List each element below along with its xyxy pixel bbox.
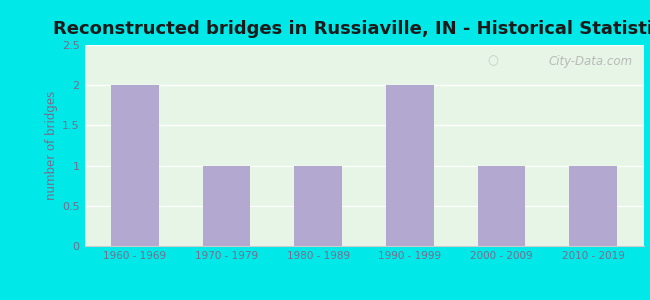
Bar	[569, 166, 617, 246]
Text: City-Data.com: City-Data.com	[548, 55, 632, 68]
Bar	[294, 166, 342, 246]
Bar	[386, 85, 434, 246]
Bar	[203, 166, 250, 246]
Bar	[478, 166, 525, 246]
Y-axis label: number of bridges: number of bridges	[45, 91, 58, 200]
Text: ○: ○	[487, 54, 498, 67]
Bar	[111, 85, 159, 246]
Title: Reconstructed bridges in Russiaville, IN - Historical Statistics: Reconstructed bridges in Russiaville, IN…	[53, 20, 650, 38]
